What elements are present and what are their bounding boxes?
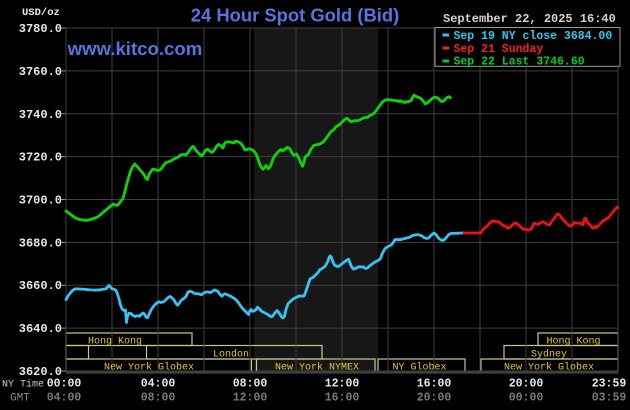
svg-text:12:00: 12:00	[325, 378, 360, 391]
svg-text:3660.0: 3660.0	[19, 279, 62, 293]
svg-text:3620.0: 3620.0	[19, 365, 62, 379]
svg-text:NY Globex: NY Globex	[393, 361, 447, 373]
svg-text:NY Time: NY Time	[2, 378, 44, 390]
svg-text:3780.0: 3780.0	[19, 22, 62, 36]
svg-text:Sydney: Sydney	[531, 348, 567, 360]
svg-text:23:59: 23:59	[592, 378, 627, 391]
svg-text:04:00: 04:00	[47, 392, 82, 405]
svg-text:24 Hour Spot Gold (Bid): 24 Hour Spot Gold (Bid)	[191, 4, 399, 25]
svg-text:16:00: 16:00	[325, 392, 360, 405]
svg-text:00:00: 00:00	[47, 378, 82, 391]
svg-text:08:00: 08:00	[141, 392, 176, 405]
svg-text:Hong Kong: Hong Kong	[547, 336, 601, 347]
svg-text:USD/oz: USD/oz	[22, 7, 60, 19]
svg-text:GMT: GMT	[10, 392, 30, 404]
svg-text:Sep 21 Sunday: Sep 21 Sunday	[454, 43, 544, 56]
svg-text:Sep 22 Last 3746.60: Sep 22 Last 3746.60	[454, 55, 585, 68]
svg-text:London: London	[213, 348, 249, 360]
svg-text:New York NYMEX: New York NYMEX	[275, 361, 359, 373]
svg-text:03:59: 03:59	[592, 392, 627, 405]
svg-text:08:00: 08:00	[233, 378, 268, 391]
svg-text:www.kitco.com: www.kitco.com	[67, 38, 203, 59]
svg-text:20:00: 20:00	[509, 378, 544, 391]
svg-text:04:00: 04:00	[141, 378, 176, 391]
svg-text:3760.0: 3760.0	[19, 65, 62, 79]
svg-text:3680.0: 3680.0	[19, 236, 62, 250]
svg-text:16:00: 16:00	[417, 378, 452, 391]
svg-text:September 22, 2025 16:40: September 22, 2025 16:40	[443, 12, 616, 26]
svg-text:Sep 19 NY close 3684.00: Sep 19 NY close 3684.00	[454, 30, 613, 43]
svg-text:New York Globex: New York Globex	[504, 361, 594, 373]
svg-text:12:00: 12:00	[233, 392, 268, 405]
svg-text:3700.0: 3700.0	[19, 194, 62, 208]
svg-text:3740.0: 3740.0	[19, 108, 62, 122]
svg-text:Hong Kong: Hong Kong	[88, 336, 142, 347]
svg-text:20:00: 20:00	[417, 392, 452, 405]
svg-text:00:00: 00:00	[509, 392, 544, 405]
svg-text:3640.0: 3640.0	[19, 322, 62, 336]
svg-text:3720.0: 3720.0	[19, 151, 62, 165]
svg-text:New York Globex: New York Globex	[104, 361, 194, 373]
